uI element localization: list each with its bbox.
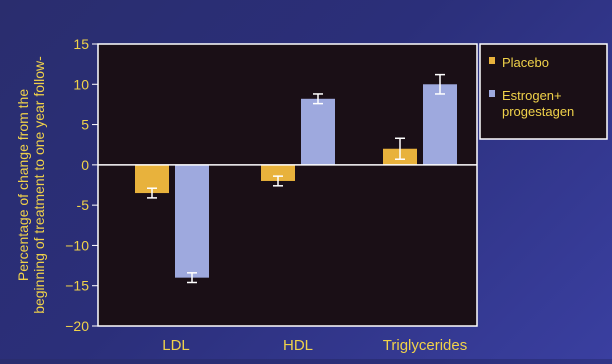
- error-bar: [147, 187, 157, 199]
- legend-box: [479, 43, 608, 140]
- y-axis-label-line-1: Percentage of change from the: [15, 89, 31, 281]
- y-tick-label: −20: [65, 318, 89, 334]
- bar-triglycerides-estrogen-progestagen: [423, 84, 457, 165]
- error-bar: [395, 137, 405, 160]
- bars-group: [135, 73, 457, 284]
- legend-label-line: Estrogen+: [502, 88, 562, 103]
- y-tick-label: 0: [81, 157, 89, 173]
- legend-label-placebo: Placebo: [502, 55, 549, 70]
- y-tick-label: -5: [77, 197, 90, 213]
- error-bar: [187, 272, 197, 284]
- legend-swatch-estrogen-progestagen: [489, 90, 495, 97]
- y-tick-label: −15: [65, 278, 89, 294]
- x-tick-label-ldl: LDL: [162, 337, 190, 354]
- error-bar: [435, 73, 445, 95]
- y-tick-label: 10: [73, 76, 89, 92]
- legend: Placebo Estrogen+ progestagen: [479, 43, 608, 140]
- x-tick-label-triglycerides: Triglycerides: [383, 337, 467, 354]
- x-axis-labels: LDL HDL Triglycerides: [162, 337, 467, 354]
- bar-ldl-estrogen-progestagen: [175, 164, 209, 278]
- legend-swatch-placebo: [489, 57, 495, 64]
- legend-label-line: progestagen: [502, 104, 574, 119]
- y-tick-label: −10: [65, 237, 89, 253]
- x-tick-label-hdl: HDL: [283, 337, 313, 354]
- legend-label-line: Placebo: [502, 55, 549, 70]
- y-tick-label: 5: [81, 117, 89, 133]
- bar-hdl-placebo: [261, 164, 295, 181]
- bar-hdl-estrogen-progestagen: [301, 98, 335, 165]
- error-bar: [273, 175, 283, 187]
- y-axis-label: Percentage of change from the beginning o…: [15, 56, 47, 314]
- y-axis-ticks: 15 10 5 0 -5 −10 −15 −20: [65, 36, 98, 334]
- y-axis-label-line-2: beginning of treatment to one year follo…: [31, 56, 47, 314]
- legend-label-estrogen-progestagen: Estrogen+ progestagen: [502, 88, 574, 119]
- y-tick-label: 15: [73, 36, 89, 52]
- error-bar: [313, 93, 323, 105]
